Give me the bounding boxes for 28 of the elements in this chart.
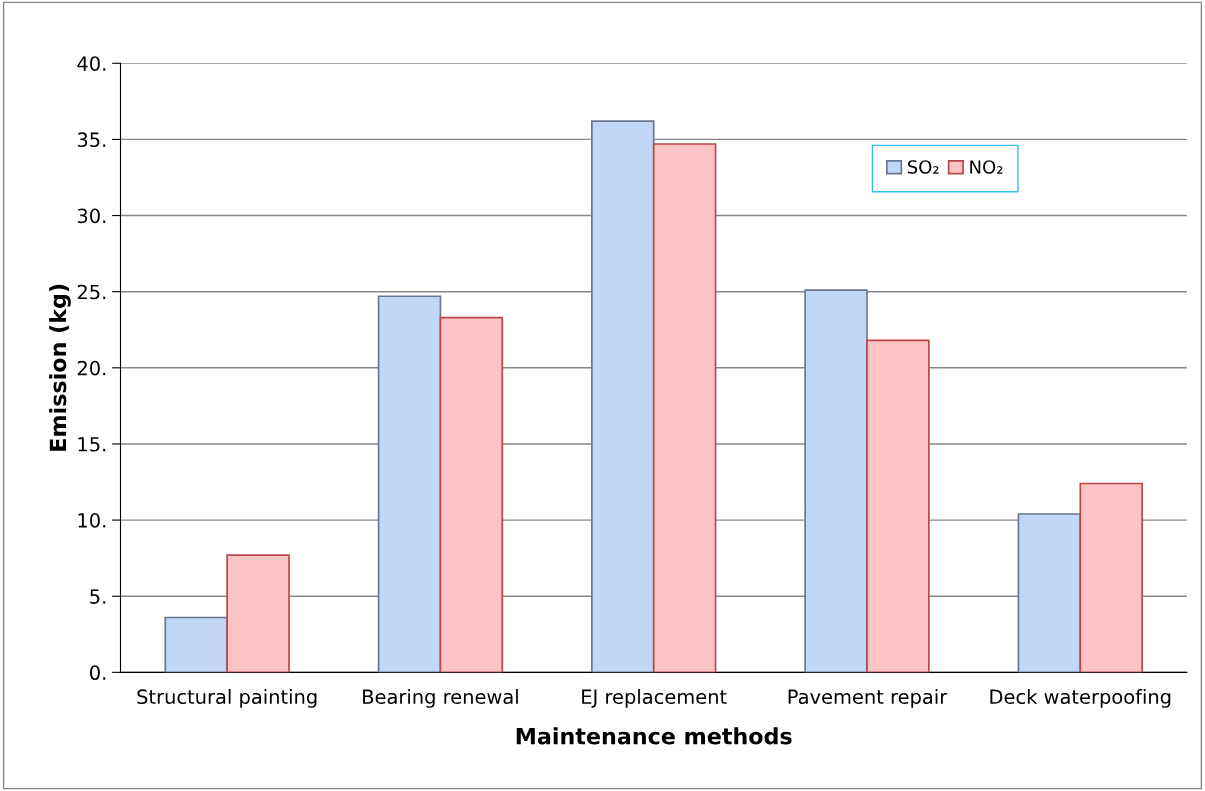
y-tick-label: 25. [77, 284, 106, 300]
y-tick-label: 30. [77, 208, 106, 224]
bar [377, 295, 442, 673]
bar [439, 316, 504, 673]
legend-label: NO₂ [970, 160, 1003, 174]
y-tick-label: 20. [77, 360, 106, 376]
y-axis-title: Emission (kg) [49, 284, 71, 451]
y-tick-label: 15. [78, 437, 106, 452]
x-tick-label: Bearing renewal [363, 689, 518, 708]
x-tick-label: Pavement repair [788, 689, 948, 708]
legend-label: SO₂ [907, 160, 939, 174]
y-tick-label: 10. [78, 513, 106, 528]
bar [226, 554, 290, 673]
bar [652, 143, 717, 673]
y-tick-label: 0. [90, 665, 106, 681]
bar [804, 289, 868, 673]
y-tick-label: 40. [77, 56, 106, 71]
bar [1079, 482, 1143, 673]
bar [591, 120, 655, 673]
x-tick-label: Deck waterpoofing [990, 689, 1171, 708]
x-axis-title: Maintenance methods [516, 727, 792, 745]
x-tick-label: Structural painting [137, 689, 317, 708]
x-tick-label: EJ replacement [582, 689, 727, 708]
y-tick-label: 5. [90, 589, 106, 604]
bar [1017, 513, 1082, 673]
y-tick-label: 35. [77, 132, 106, 148]
bar [164, 616, 228, 673]
bar [866, 339, 930, 673]
